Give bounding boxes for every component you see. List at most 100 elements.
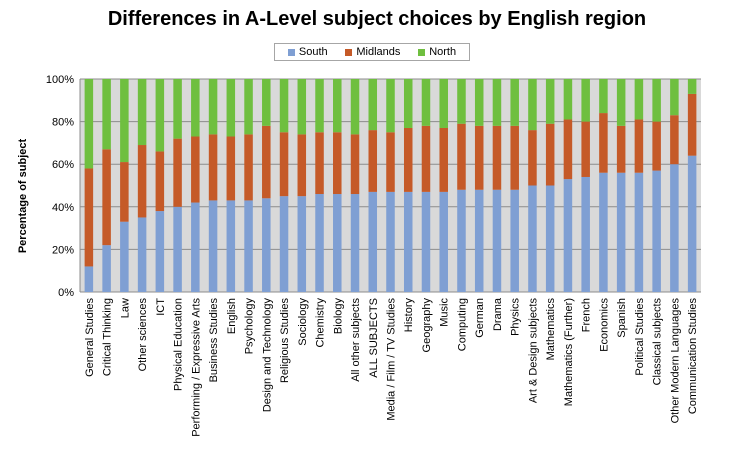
- bar-segment-north: [297, 79, 307, 135]
- x-tick-label: Law: [119, 298, 131, 318]
- x-tick-label: Spanish: [616, 298, 628, 338]
- y-axis-ticks: 0% 20% 40% 60% 80% 100%: [46, 74, 74, 299]
- x-tick-label: Critical Thinking: [102, 298, 114, 376]
- bar-segment-midlands: [563, 119, 573, 180]
- legend-item-south: South: [287, 46, 328, 58]
- bar-segment-midlands: [439, 127, 448, 192]
- bar-segment-north: [670, 79, 679, 116]
- bar-segment-midlands: [262, 125, 271, 199]
- bar-segment-midlands: [244, 134, 253, 201]
- bar-segment-midlands: [634, 119, 644, 173]
- x-tick-label: History: [403, 298, 415, 333]
- bar-segment-midlands: [545, 123, 555, 186]
- bar-segment-midlands: [581, 121, 590, 177]
- bar-segment-south: [474, 189, 484, 292]
- bar-segment-south: [510, 189, 519, 292]
- x-tick-label: Classical subjects: [652, 298, 664, 386]
- bar-segment-south: [120, 221, 129, 292]
- bar-segment-south: [84, 266, 94, 292]
- bar-segment-south: [226, 200, 236, 292]
- bar-segment-midlands: [687, 93, 697, 156]
- bar-segment-midlands: [403, 127, 413, 192]
- bar-segment-midlands: [616, 125, 626, 173]
- bar-segment-south: [350, 194, 360, 292]
- chart-title: Differences in A-Level subject choices b…: [107, 8, 647, 30]
- bar-segment-south: [563, 179, 573, 292]
- bar-segment-north: [474, 79, 484, 126]
- x-tick-label: English: [226, 298, 238, 334]
- x-tick-label: Communication Studies: [687, 298, 699, 415]
- bar-segment-south: [244, 200, 253, 292]
- bar-segment-south: [492, 189, 502, 292]
- x-tick-label: Art & Design subjects: [527, 298, 539, 404]
- bar-segment-south: [315, 194, 324, 292]
- bar-segment-north: [84, 79, 94, 169]
- bar-segment-midlands: [173, 138, 182, 207]
- bar-segment-south: [457, 189, 466, 292]
- bar-segment-north: [457, 79, 466, 124]
- bar-segment-north: [439, 79, 448, 128]
- bar-segment-south: [173, 206, 182, 292]
- bar-segment-north: [403, 79, 413, 128]
- bar-segment-north: [545, 79, 555, 124]
- bar-segment-north: [581, 79, 590, 122]
- bar-segment-south: [528, 185, 537, 292]
- bar-segment-south: [386, 191, 395, 292]
- bar-segment-south: [155, 211, 165, 292]
- bar-segment-midlands: [226, 136, 236, 201]
- legend-item-north: North: [418, 46, 456, 58]
- bar-segment-north: [563, 79, 573, 120]
- bar-segment-south: [137, 217, 147, 292]
- x-tick-label: Design and Technology: [261, 298, 273, 413]
- bar-segment-south: [634, 172, 644, 292]
- bar-segment-south: [102, 245, 111, 292]
- legend-label-midlands: Midlands: [356, 46, 401, 58]
- bar-segment-south: [687, 155, 697, 292]
- bar-segment-north: [137, 79, 147, 146]
- bar-segment-south: [403, 191, 413, 292]
- bar-segment-midlands: [84, 168, 94, 267]
- bar-segment-south: [191, 202, 200, 292]
- x-tick-label: Religious Studies: [279, 298, 291, 383]
- x-tick-label: Mathematics: [545, 298, 557, 361]
- bar-segment-midlands: [386, 132, 395, 192]
- x-tick-label: All other subjects: [350, 298, 362, 382]
- bar-segment-midlands: [279, 132, 289, 197]
- bar-segment-north: [350, 79, 360, 135]
- bar-segment-north: [333, 79, 342, 133]
- bar-segment-midlands: [137, 145, 147, 218]
- bar-segment-midlands: [421, 125, 431, 192]
- x-tick-label: Physical Education: [173, 298, 185, 391]
- x-tick-label: Computing: [456, 298, 468, 351]
- legend-label-south: South: [298, 46, 328, 58]
- bar-segment-south: [333, 194, 342, 292]
- bar-segment-north: [244, 79, 253, 135]
- x-tick-label: Other sciences: [137, 298, 149, 372]
- x-tick-label: Psychology: [244, 298, 256, 355]
- legend-item-midlands: Midlands: [345, 46, 400, 58]
- legend-swatch-midlands: [345, 48, 353, 56]
- bar-segment-north: [368, 79, 378, 131]
- y-tick-label: 40%: [52, 202, 74, 214]
- bar-segment-midlands: [599, 113, 608, 173]
- bar-segment-midlands: [492, 125, 502, 190]
- bar-segment-midlands: [297, 134, 307, 197]
- bar-segment-midlands: [670, 115, 679, 165]
- x-tick-label: Music: [439, 298, 451, 327]
- bar-segment-north: [208, 79, 218, 135]
- legend-swatch-north: [418, 48, 426, 56]
- bar-segment-north: [421, 79, 431, 126]
- x-tick-label: Drama: [492, 297, 504, 331]
- bar-segment-midlands: [333, 132, 342, 195]
- x-tick-label: Mathematics (Further): [563, 298, 575, 406]
- x-axis-ticks: General Studies Critical Thinking Law Other…: [84, 297, 699, 437]
- y-tick-label: 80%: [52, 117, 74, 129]
- bar-segment-north: [634, 79, 644, 120]
- y-tick-label: 20%: [52, 244, 74, 256]
- bar-segment-midlands: [102, 149, 111, 246]
- y-tick-label: 0%: [58, 287, 74, 299]
- bar-segment-north: [386, 79, 395, 133]
- bar-segment-south: [439, 191, 448, 292]
- bar-segment-north: [155, 79, 165, 152]
